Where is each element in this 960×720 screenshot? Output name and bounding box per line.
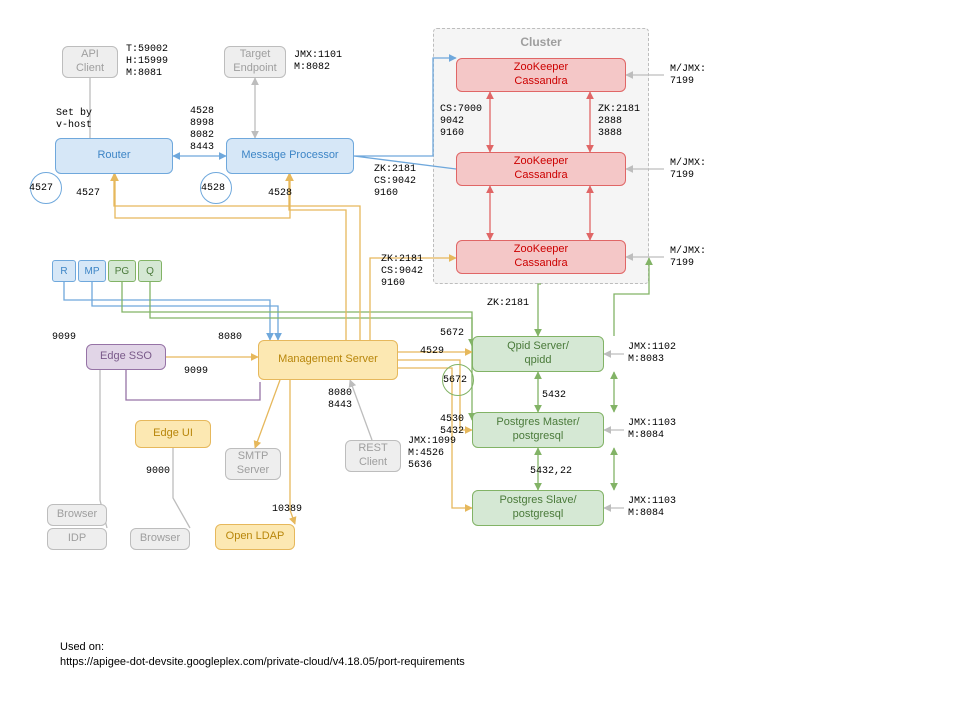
port-label-p10389: 10389 [272,504,302,516]
footer-citation: Used on: https://apigee-dot-devsite.goog… [60,640,465,671]
port-label-mjmx3: M/JMX: 7199 [670,246,706,270]
port-label-p5672: 5672 [440,328,464,340]
node-pg_slave: Postgres Slave/postgresql [472,490,604,526]
edge-21 [173,448,190,528]
node-smtp: SMTPServer [225,448,281,480]
port-label-jmx_pgm: JMX:1103 M:8084 [628,418,676,442]
node-browser2: Browser [130,528,190,550]
node-rest: RESTClient [345,440,401,472]
port-label-router_mp: 4528 8998 8082 8443 [190,106,214,154]
port-label-cs_left: CS:7000 9042 9160 [440,104,482,140]
port-label-jmx_pgs: JMX:1103 M:8084 [628,496,676,520]
port-label-p9000: 9000 [146,466,170,478]
edge-14 [92,282,278,340]
port-label-jmx_qpid: JMX:1102 M:8083 [628,342,676,366]
legend-pg: PG [108,260,136,282]
node-edge_ui: Edge UI [135,420,211,448]
port-label-p4529: 4529 [420,346,444,358]
footer-line1: Used on: [60,641,104,653]
self-loop-router_loop: 4527 [30,172,62,204]
port-label-router_4527: 4527 [76,188,100,200]
node-api_client: APIClient [62,46,118,78]
footer-line2: https://apigee-dot-devsite.googleplex.co… [60,656,465,668]
node-target_ep: TargetEndpoint [224,46,286,78]
port-label-p4530: 4530 5432 [440,414,464,438]
node-zk2: ZooKeeperCassandra [456,152,626,186]
legend-r: R [52,260,76,282]
self-loop-mp_loop: 4528 [200,172,232,204]
edge-18 [290,380,295,524]
node-open_ldap: Open LDAP [215,524,295,550]
node-qpid: Qpid Server/qpidd [472,336,604,372]
port-label-set_vhost: Set by v-host [56,108,92,132]
port-label-mjmx1: M/JMX: 7199 [670,64,706,88]
port-label-p8080: 8080 [218,332,242,344]
edge-28 [289,174,346,340]
edge-19 [255,380,280,448]
port-label-jmx_mgmt: JMX:1099 M:4526 5636 [408,436,456,472]
node-mgmt: Management Server [258,340,398,380]
node-zk1: ZooKeeperCassandra [456,58,626,92]
edge-20 [350,380,372,440]
port-label-mjmx2: M/JMX: 7199 [670,158,706,182]
port-label-zk_right: ZK:2181 2888 3888 [598,104,640,140]
legend-q: Q [138,260,162,282]
edge-27 [114,174,360,340]
node-edge_sso: Edge SSO [86,344,166,370]
self-loop-qpid_loop: 5672 [442,364,474,396]
port-label-mp_4528: 4528 [268,188,292,200]
edge-29 [538,284,541,336]
port-label-api_ports: T:59002 H:15999 M:8081 [126,44,168,80]
port-label-p9099a: 9099 [52,332,76,344]
node-pg_master: Postgres Master/postgresql [472,412,604,448]
port-label-p5432: 5432 [542,390,566,402]
legend-mp: MP [78,260,106,282]
port-label-p9099b: 9099 [184,366,208,378]
node-msg_proc: Message Processor [226,138,354,174]
node-browser1: Browser [47,504,107,526]
edge-16 [150,282,472,346]
cluster-title: Cluster [434,35,648,49]
port-label-jmx_mp: JMX:1101 M:8082 [294,50,342,74]
port-label-p5432_22: 5432,22 [530,466,572,478]
node-idp: IDP [47,528,107,550]
node-router: Router [55,138,173,174]
port-label-zk_mp: ZK:2181 CS:9042 9160 [374,164,416,200]
port-label-p8080_8443: 8080 8443 [328,388,352,412]
port-label-zk_mgmt: ZK:2181 CS:9042 9160 [381,254,423,290]
node-zk3: ZooKeeperCassandra [456,240,626,274]
port-label-zk_qpid: ZK:2181 [487,298,529,310]
